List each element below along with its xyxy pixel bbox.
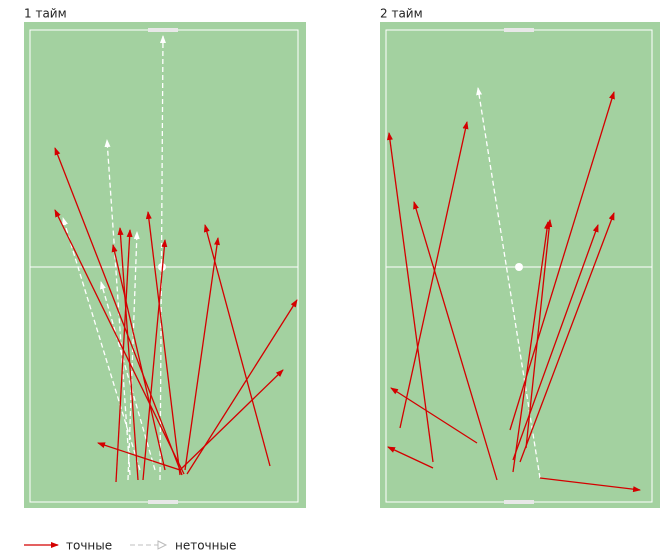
legend-label: точные (66, 539, 112, 553)
legend: точные неточные (24, 539, 236, 553)
pitch-1 (24, 22, 306, 508)
half-title: 2 тайм (380, 7, 423, 21)
legend-swatch-head (157, 540, 168, 550)
legend-label: неточные (175, 539, 236, 553)
half-title: 1 тайм (24, 7, 67, 21)
pitch-2 (380, 22, 660, 508)
